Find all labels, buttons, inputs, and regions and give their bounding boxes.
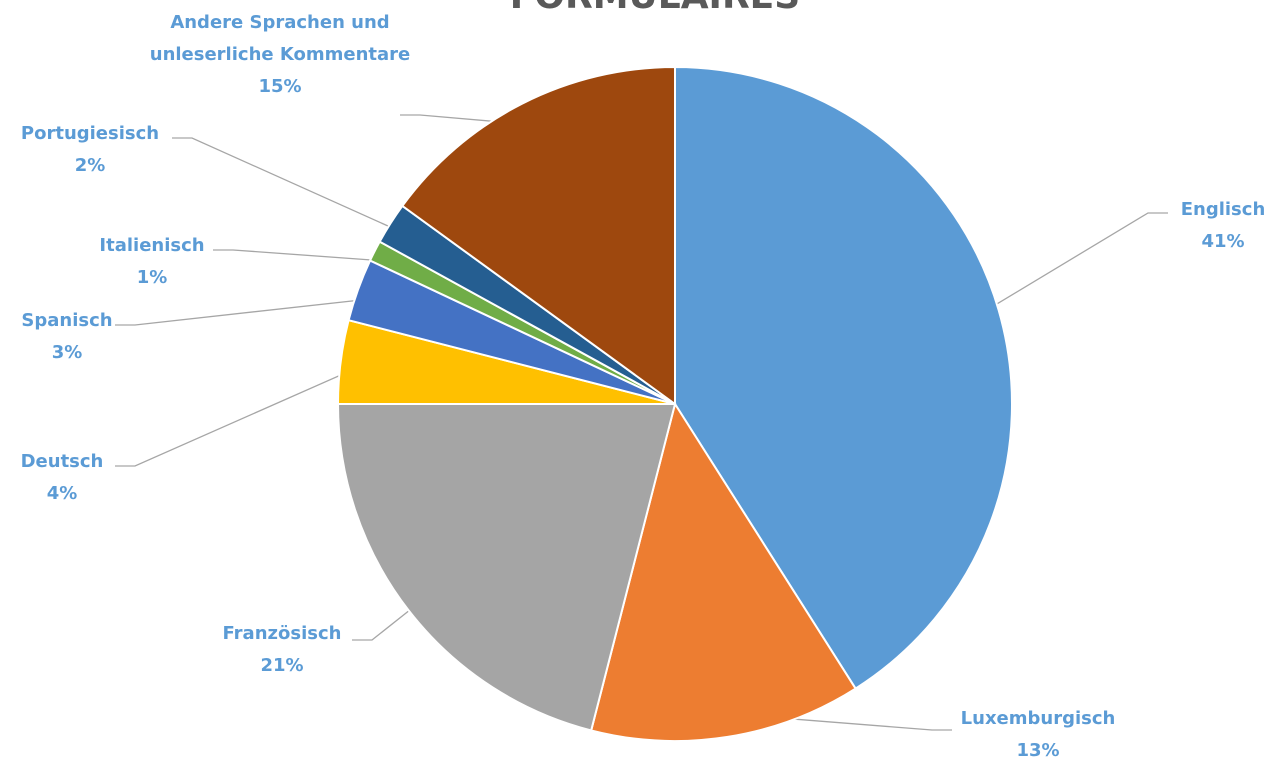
label-name: Italienisch bbox=[99, 235, 205, 256]
label-value: 4% bbox=[46, 483, 78, 504]
data-label: Englisch 41% bbox=[1181, 194, 1266, 258]
pie-slice bbox=[336, 403, 677, 732]
label-value: 1% bbox=[136, 267, 168, 288]
label-value: 41% bbox=[1201, 231, 1245, 252]
label-name: Spanisch bbox=[21, 310, 113, 331]
label-name: Französisch bbox=[222, 623, 342, 644]
label-value: 3% bbox=[51, 342, 83, 363]
data-label: Italienisch 1% bbox=[99, 230, 204, 294]
data-label: Spanisch 3% bbox=[21, 305, 112, 369]
label-name: Luxemburgisch bbox=[960, 708, 1116, 729]
label-value: 13% bbox=[1016, 740, 1060, 761]
label-value: 15% bbox=[258, 76, 302, 97]
data-label: Luxemburgisch 13% bbox=[961, 703, 1116, 764]
pie-slice bbox=[589, 401, 857, 742]
label-name: Portugiesisch bbox=[20, 123, 160, 144]
label-name: Andere Sprachen und unleserliche Komment… bbox=[149, 12, 411, 65]
leader-line bbox=[115, 364, 365, 467]
data-label: Andere Sprachen und unleserliche Komment… bbox=[130, 7, 430, 103]
pie-slice bbox=[400, 65, 676, 406]
label-value: 21% bbox=[260, 655, 304, 676]
label-name: Deutsch bbox=[20, 451, 104, 472]
data-label: Deutsch 4% bbox=[21, 446, 104, 510]
chart-title: FORMULAIRES bbox=[510, 0, 800, 17]
label-name: Englisch bbox=[1180, 199, 1266, 220]
leader-line bbox=[115, 297, 381, 326]
label-value: 2% bbox=[74, 155, 106, 176]
leader-line bbox=[172, 137, 411, 237]
pie-slice bbox=[674, 65, 1013, 690]
data-label: Französisch 21% bbox=[223, 618, 342, 682]
leader-line bbox=[975, 212, 1168, 318]
leader-line bbox=[213, 249, 396, 263]
data-label: Portugiesisch 2% bbox=[21, 118, 159, 182]
